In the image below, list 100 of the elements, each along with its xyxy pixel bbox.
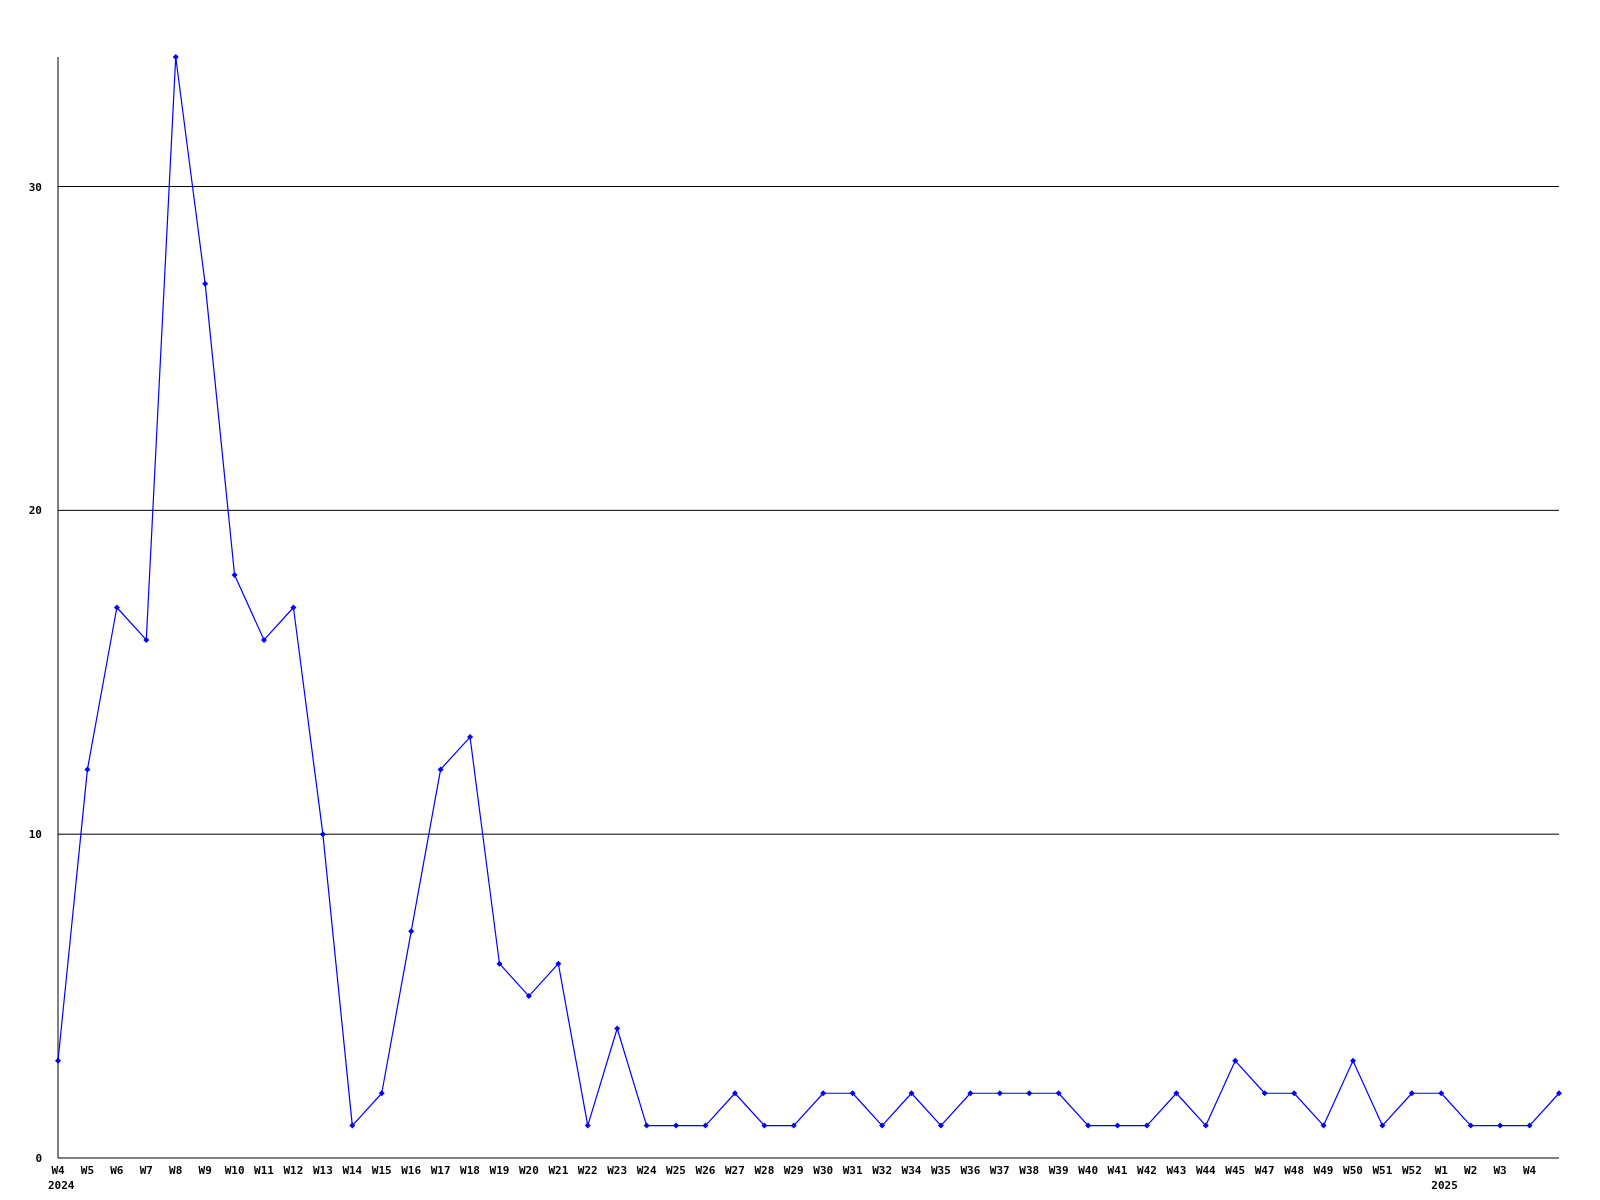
point [761,1122,768,1129]
x-tick-label: W4 [1522,1164,1537,1177]
x-tick-label: W35 [931,1164,951,1177]
point [1379,1122,1386,1129]
x-tick-label: W10 [224,1164,245,1177]
point [231,572,238,579]
point [673,1122,680,1129]
x-tick-label: W28 [754,1164,775,1177]
x-tick-label: W24 [636,1164,657,1177]
x-tick-label: W11 [254,1164,275,1177]
point [1202,1122,1209,1129]
x-tick-label: W25 [666,1164,686,1177]
x-tick-label: W38 [1019,1164,1040,1177]
x-tick-label: W37 [989,1164,1010,1177]
x-tick-label: W26 [695,1164,716,1177]
point [731,1090,738,1097]
point [113,604,120,611]
point [1232,1057,1239,1064]
point [1349,1057,1356,1064]
x-tick-label: W41 [1107,1164,1128,1177]
x-tick-label: W30 [813,1164,834,1177]
point [1173,1090,1180,1097]
point [261,636,268,643]
x-tick-label: W47 [1254,1164,1275,1177]
x-tick-label: W48 [1284,1164,1305,1177]
point [1291,1090,1298,1097]
point [908,1090,915,1097]
y-tick-label: 30 [28,180,42,194]
point [172,54,179,60]
point [1085,1122,1092,1129]
point [1526,1122,1533,1129]
point [849,1090,856,1097]
point [525,993,532,1000]
point [1467,1122,1474,1129]
x-tick-label: W2 [1464,1164,1478,1177]
x-tick-label: W8 [169,1164,183,1177]
x-tick-label: W50 [1343,1164,1363,1177]
point [1320,1122,1327,1129]
point [319,831,326,838]
point [1408,1090,1415,1097]
x-tick-label: W52 [1401,1164,1422,1177]
x-tick-label: W16 [401,1164,422,1177]
y-tick-label: 0 [35,1152,42,1165]
x-tick-label: W5 [80,1164,95,1177]
x-tick-label: W1 [1434,1164,1449,1177]
point [1055,1090,1062,1097]
x-tick-label: W40 [1078,1164,1099,1177]
point [937,1122,944,1129]
x-tick-label: W7 [139,1164,153,1177]
point [378,1090,385,1097]
x-tick-label: W51 [1372,1164,1393,1177]
point [702,1122,709,1129]
x-tick-label: W42 [1137,1164,1157,1177]
point [1497,1122,1504,1129]
point [437,766,444,773]
point [1556,1090,1562,1097]
point [1261,1090,1268,1097]
x-tick-label: W45 [1225,1164,1246,1177]
x-tick-label: W15 [371,1164,392,1177]
x-tick-label: W44 [1195,1164,1217,1177]
point [408,928,415,935]
point [790,1122,797,1129]
point [614,1025,621,1032]
x-tick-label: W22 [577,1164,598,1177]
point [349,1122,356,1129]
point [143,636,150,643]
x-tick-label: W14 [342,1164,363,1177]
point [820,1090,827,1097]
x-tick-label: W32 [872,1164,893,1177]
x-tick-label: W21 [548,1164,569,1177]
x-tick-label: W13 [312,1164,333,1177]
x-tick-label: W34 [901,1164,922,1177]
point [84,766,91,773]
x-tick-label: W9 [198,1164,212,1177]
x-tick-label: W36 [960,1164,981,1177]
x-tick-label: W17 [430,1164,451,1177]
point [967,1090,974,1097]
point [467,734,474,741]
text: 2025 [1431,1179,1458,1192]
point [1143,1122,1150,1129]
x-tick-label: W23 [607,1164,628,1177]
point [584,1122,591,1129]
x-tick-label: W12 [283,1164,304,1177]
x-tick-label: W39 [1048,1164,1069,1177]
point [1438,1090,1445,1097]
x-tick-label: W29 [783,1164,804,1177]
point [496,960,503,967]
x-tick-label: W6 [110,1164,124,1177]
x-tick-label: W4 [51,1164,65,1177]
point [555,960,562,967]
y-tick-label: 20 [28,504,42,518]
x-tick-label: W27 [724,1164,745,1177]
x-tick-label: W18 [460,1164,480,1177]
point [996,1090,1003,1097]
point [643,1122,650,1129]
point [1114,1122,1121,1129]
text: 2024 [48,1179,75,1192]
x-tick-label: W49 [1313,1164,1334,1177]
point [290,604,297,611]
x-tick-label: W20 [518,1164,539,1177]
